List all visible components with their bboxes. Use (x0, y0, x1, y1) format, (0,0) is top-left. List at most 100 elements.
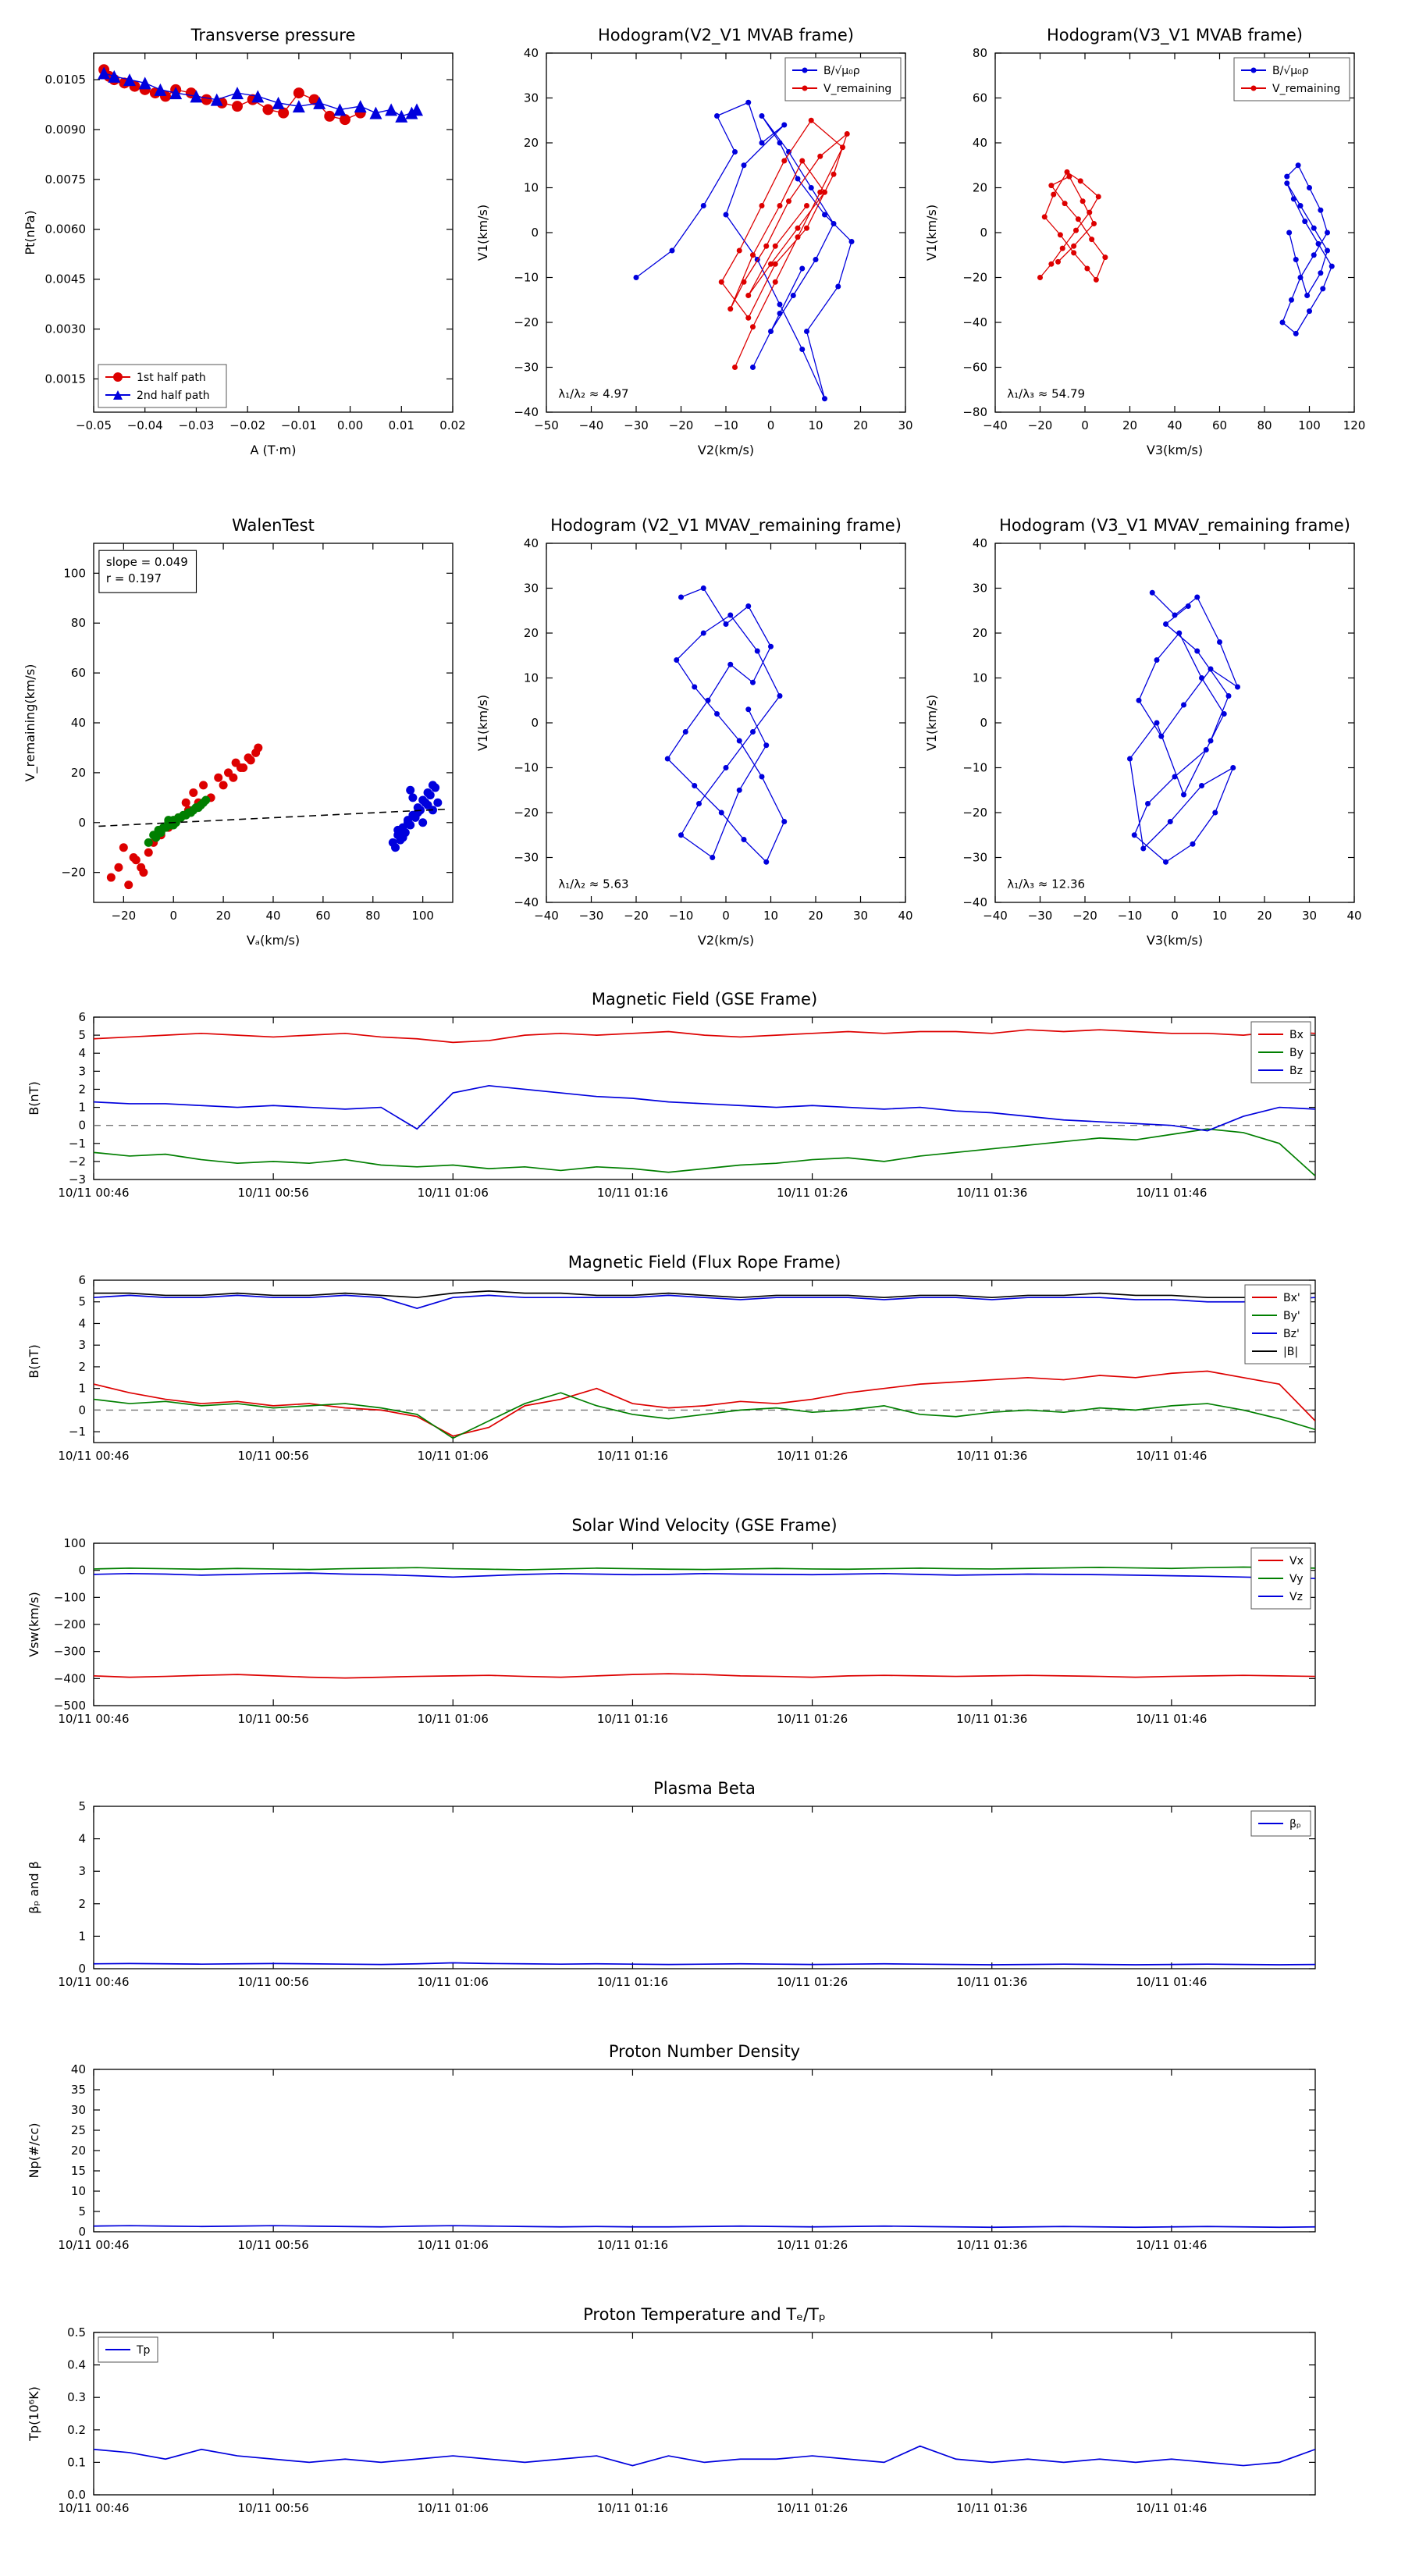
x-tick-label: 120 (1343, 418, 1366, 432)
y-axis-label: Np(#/cc) (27, 2123, 41, 2179)
plot-frame (93, 1016, 1316, 1180)
y-tick-label: 5 (78, 1295, 86, 1309)
x-tick-label: 10/11 01:36 (956, 1186, 1027, 1200)
y-tick-label: 0.0090 (45, 123, 87, 137)
x-tick-label: 80 (1257, 418, 1272, 432)
y-tick-label: 4 (78, 1046, 86, 1060)
x-tick-label: 10 (1212, 909, 1227, 923)
legend-label: Vx (1289, 1555, 1304, 1567)
x-tick-label: 10/11 01:06 (418, 1712, 489, 1726)
legend: B/√μ₀ρ V_remaining (1233, 57, 1350, 101)
x-tick-label: 40 (898, 909, 912, 923)
series-bx (94, 1370, 1315, 1437)
series-bz (94, 1084, 1315, 1132)
y-tick-label: −10 (514, 761, 539, 775)
x-axis-label: A (T·m) (251, 443, 297, 457)
y-tick-label: 80 (973, 46, 987, 60)
plot-series-area (94, 2225, 1315, 2229)
chart-hodogram-v2v1-mvav: Hodogram (V2_V1 MVAV_remaining frame) −40… (475, 516, 913, 948)
y-tick-label: 40 (973, 536, 987, 550)
plot-series-area (94, 2445, 1315, 2467)
y-tick-label: 0.0 (67, 2488, 86, 2502)
series-b (633, 99, 855, 402)
chart-title: Hodogram (V2_V1 MVAV_remaining frame) (550, 516, 902, 535)
x-tick-label: −10 (669, 909, 694, 923)
y-tick-label: −200 (54, 1617, 86, 1631)
y-tick-label: 60 (973, 91, 987, 105)
annotation-text: r = 0.197 (106, 571, 162, 585)
x-tick-label: 0.01 (389, 418, 414, 432)
x-tick-label: 100 (411, 909, 434, 923)
legend-label: B/√μ₀ρ (1272, 65, 1309, 77)
y-tick-label: −30 (962, 851, 987, 865)
x-tick-label: 10/11 01:36 (956, 2238, 1027, 2252)
y-tick-label: 6 (78, 1010, 86, 1024)
plot-frame (93, 52, 454, 413)
x-tick-label: 0 (169, 909, 177, 923)
x-tick-label: 40 (1346, 909, 1361, 923)
y-tick-label: 0 (78, 1564, 86, 1578)
legend-label: Vy (1289, 1573, 1304, 1585)
y-axis-label: V1(km/s) (924, 695, 939, 751)
x-tick-label: 10/11 01:26 (777, 1712, 848, 1726)
chart-title: Hodogram (V3_V1 MVAV_remaining frame) (999, 516, 1350, 535)
y-tick-label: 3 (78, 1064, 86, 1078)
series-b (1279, 162, 1335, 336)
x-tick-label: 20 (808, 909, 823, 923)
x-tick-label: 0 (767, 418, 775, 432)
y-tick-label: −30 (514, 361, 539, 375)
x-tick-label: 10/11 01:36 (956, 2501, 1027, 2515)
x-tick-label: 20 (853, 418, 868, 432)
x-tick-label: 10/11 00:56 (238, 2501, 309, 2515)
chart-title: WalenTest (232, 516, 315, 535)
y-tick-label: 0.3 (67, 2390, 86, 2404)
x-tick-label: 10 (763, 909, 778, 923)
y-tick-label: −100 (54, 1590, 86, 1604)
x-tick-label: 30 (1302, 909, 1317, 923)
series-series (94, 1962, 1315, 1966)
x-tick-label: 10/11 01:46 (1136, 1712, 1207, 1726)
chart-title: Magnetic Field (GSE Frame) (592, 990, 817, 1009)
x-tick-label: −0.05 (76, 418, 112, 432)
x-tick-label: 10/11 00:46 (58, 2238, 129, 2252)
y-tick-label: 5 (78, 2204, 86, 2218)
y-tick-label: 0.0060 (45, 222, 87, 237)
y-tick-label: −40 (514, 895, 539, 909)
y-tick-label: −300 (54, 1645, 86, 1659)
x-tick-label: 10/11 01:26 (777, 1449, 848, 1463)
legend-label: Bz (1289, 1065, 1303, 1077)
annotation-text: λ₁/λ₃ ≈ 12.36 (1007, 877, 1085, 891)
plot-series-area (98, 743, 448, 890)
x-tick-label: 10/11 01:06 (418, 1449, 489, 1463)
series-b (664, 585, 788, 865)
x-tick-label: 10/11 01:36 (956, 1712, 1027, 1726)
x-tick-label: 0 (722, 909, 730, 923)
y-tick-label: 60 (71, 666, 86, 680)
chart-magnetic-field-gse: Magnetic Field (GSE Frame) 10/11 00:46 10/… (27, 990, 1316, 1200)
x-tick-label: −40 (579, 418, 604, 432)
plot-frame (93, 2332, 1316, 2496)
series-b (1127, 589, 1240, 865)
annotation-text: slope = 0.049 (106, 555, 188, 569)
x-tick-label: 10/11 01:06 (418, 1186, 489, 1200)
x-tick-label: −0.01 (281, 418, 317, 432)
x-tick-label: 10 (808, 418, 823, 432)
y-tick-label: 30 (71, 2103, 86, 2117)
plot-frame (93, 1806, 1316, 1969)
y-axis-label: Vsw(km/s) (27, 1592, 41, 1656)
series-bx (94, 1029, 1315, 1044)
x-tick-label: 10/11 00:56 (238, 1975, 309, 1989)
plot-frame (93, 1542, 1316, 1706)
x-tick-label: −0.03 (178, 418, 214, 432)
y-tick-label: 2 (78, 1897, 86, 1911)
x-tick-label: −20 (624, 909, 649, 923)
x-axis-label: V2(km/s) (698, 443, 754, 457)
plot-series-area (94, 1962, 1315, 1966)
y-tick-label: 10 (524, 181, 539, 195)
y-tick-label: −20 (962, 271, 987, 285)
series-v-remaining (1037, 169, 1108, 283)
x-tick-label: −20 (669, 418, 694, 432)
plot-series-area (1127, 589, 1240, 865)
y-tick-label: 30 (524, 91, 539, 105)
x-tick-label: 20 (1122, 418, 1137, 432)
